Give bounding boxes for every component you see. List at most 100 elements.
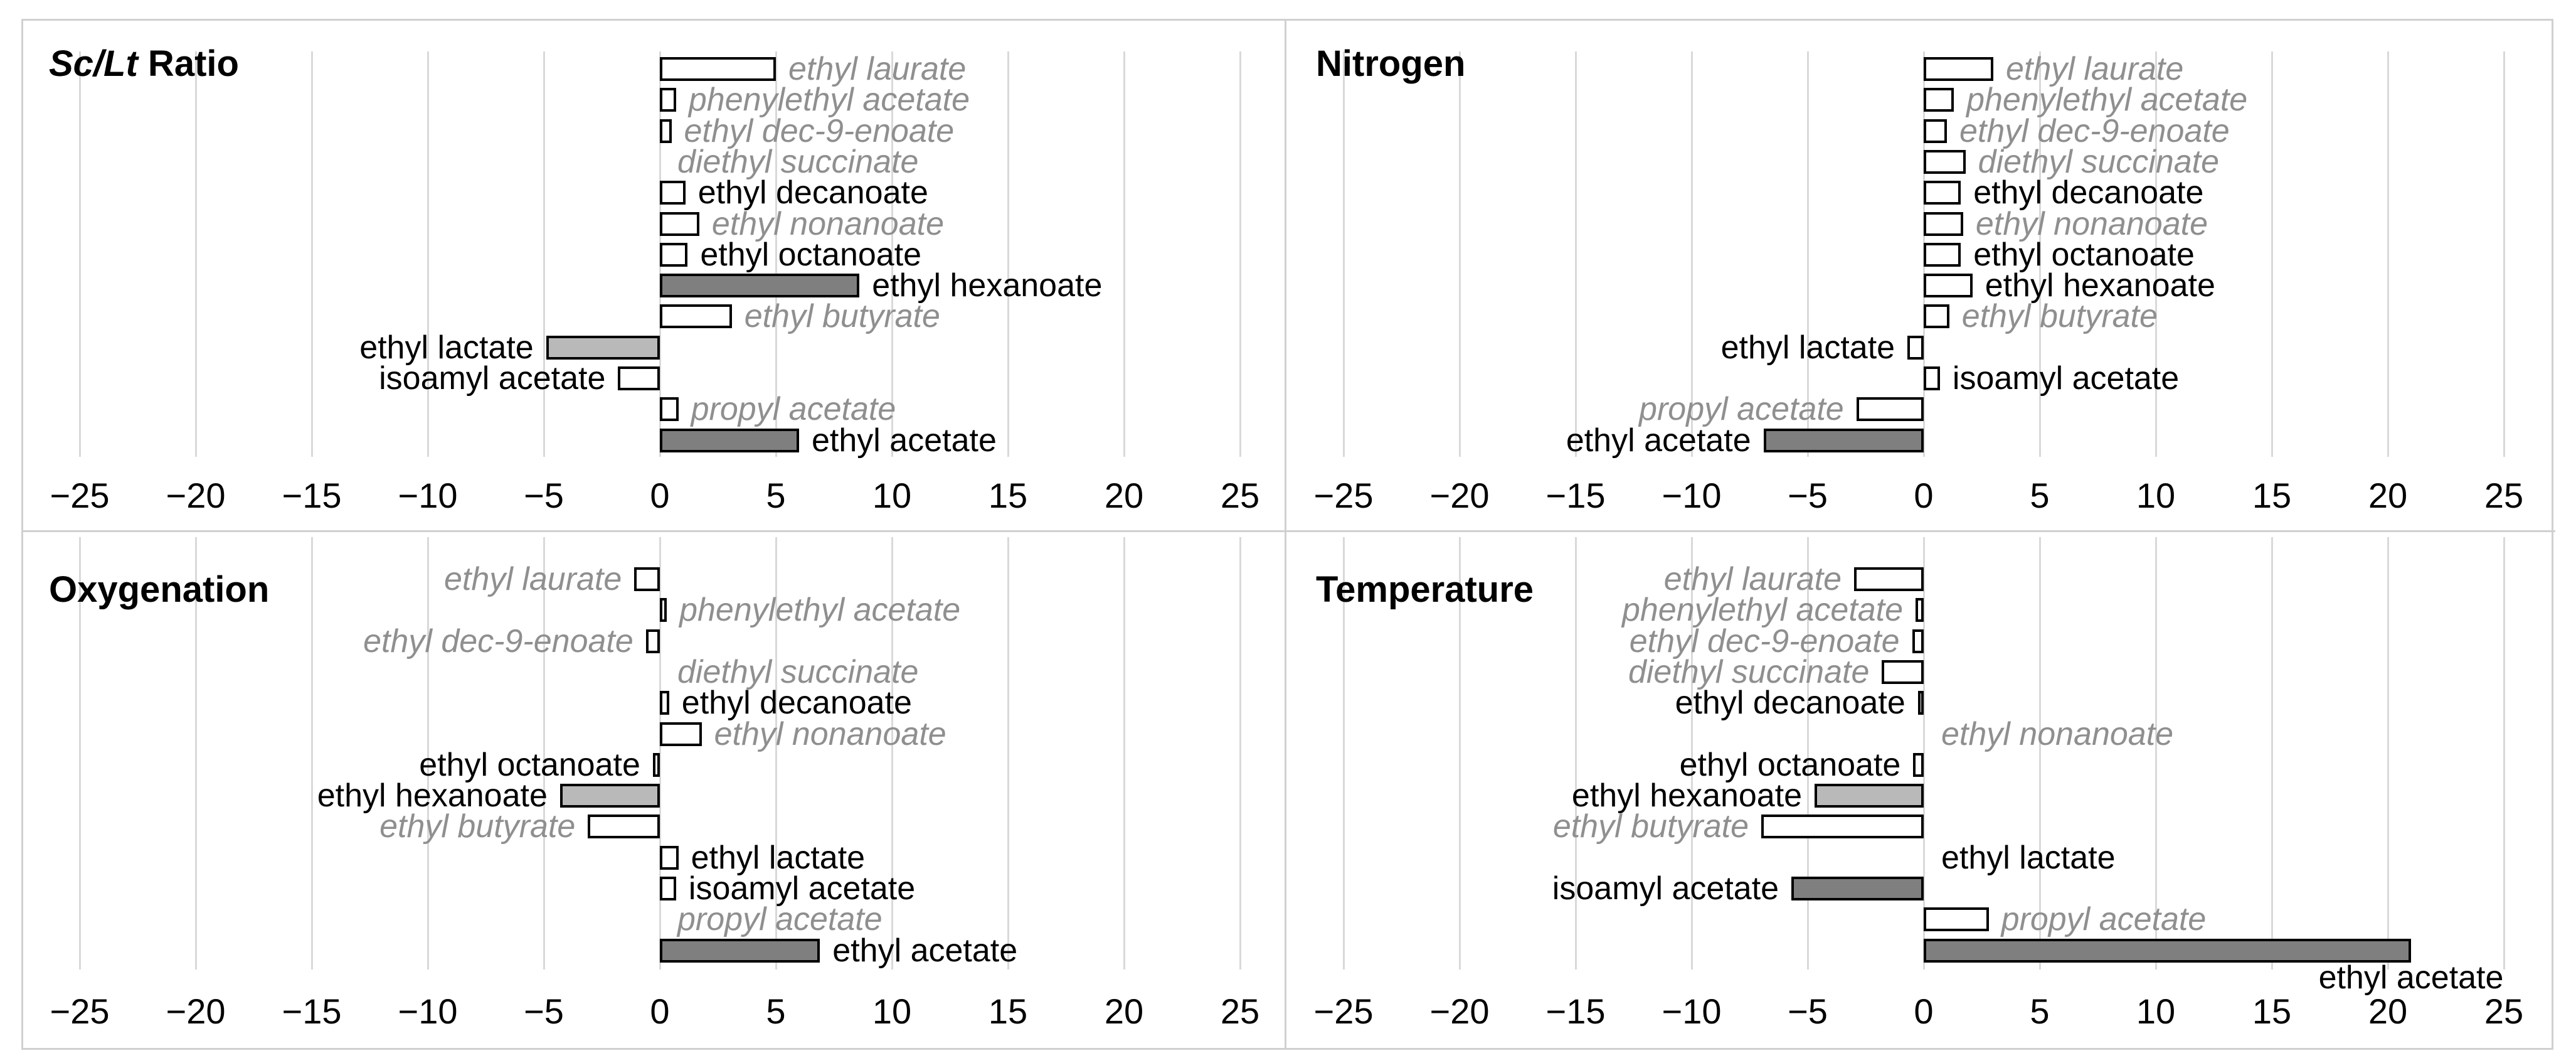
bar-label-diethyl-succinate: diethyl succinate — [1978, 143, 2220, 180]
bar-label-ethyl-nonanoate: ethyl nonanoate — [1941, 715, 2174, 752]
x-tick-label: 0 — [1914, 476, 1934, 515]
bar-label-phenylethyl-acetate: phenylethyl acetate — [688, 82, 970, 119]
x-tick-label: 5 — [2030, 476, 2050, 515]
x-tick-label: 15 — [2252, 476, 2292, 515]
gridline — [194, 51, 197, 457]
x-tick-label: 20 — [1104, 991, 1144, 1031]
bar-label-ethyl-dec-9-enoate: ethyl dec-9-enoate — [1629, 622, 1900, 660]
x-tick-label: −25 — [1313, 476, 1374, 515]
gridline — [2503, 51, 2505, 457]
gridline — [310, 51, 313, 457]
x-tick-label: −15 — [282, 476, 342, 515]
gridline — [891, 51, 893, 457]
gridline — [1123, 51, 1125, 457]
gridline — [427, 537, 429, 970]
bar-phenylethyl-acetate — [1924, 88, 1954, 112]
gridline — [543, 51, 545, 457]
x-tick-label: 5 — [2030, 991, 2050, 1031]
gridline — [1239, 51, 1241, 457]
x-tick-label: 5 — [766, 476, 786, 515]
gridline — [891, 537, 893, 970]
bar-phenylethyl-acetate — [1916, 598, 1924, 622]
bar-label-isoamyl-acetate: isoamyl acetate — [1952, 360, 2180, 397]
bar-label-ethyl-butyrate: ethyl butyrate — [744, 298, 940, 335]
bar-ethyl-acetate — [1924, 938, 2411, 963]
gridline — [1574, 537, 1577, 970]
bar-label-ethyl-nonanoate: ethyl nonanoate — [711, 205, 944, 242]
bar-label-ethyl-lactate: ethyl lactate — [359, 329, 534, 366]
bar-ethyl-hexanoate — [660, 274, 860, 298]
bar-label-ethyl-hexanoate: ethyl hexanoate — [1571, 777, 1803, 814]
x-tick-label: 25 — [1220, 476, 1260, 515]
gridline — [1690, 537, 1693, 970]
x-tick-label: −5 — [1788, 991, 1828, 1031]
bar-label-ethyl-dec-9-enoate: ethyl dec-9-enoate — [1959, 112, 2230, 149]
x-tick-label: −5 — [1788, 476, 1828, 515]
bar-ethyl-octanoate — [660, 242, 688, 267]
gridline — [1690, 51, 1693, 457]
bar-isoamyl-acetate — [660, 877, 676, 900]
bar-isoamyl-acetate — [618, 366, 660, 390]
bar-label-ethyl-laurate: ethyl laurate — [788, 50, 967, 87]
bar-label-ethyl-decanoate: ethyl decanoate — [697, 174, 928, 211]
gridline — [775, 537, 777, 970]
bar-ethyl-decanoate — [1917, 691, 1924, 715]
gridline — [1007, 537, 1009, 970]
bar-ethyl-decanoate — [660, 181, 686, 205]
bar-isoamyl-acetate — [1924, 366, 1940, 390]
bar-propyl-acetate — [660, 397, 679, 422]
bar-diethyl-succinate — [1924, 149, 1966, 174]
bar-label-isoamyl-acetate: isoamyl acetate — [1552, 870, 1779, 907]
x-tick-label: 0 — [1914, 991, 1934, 1031]
gridline — [1806, 537, 1809, 970]
bar-ethyl-hexanoate — [1924, 274, 1973, 298]
panel-title-plain-part: Oxygenation — [49, 569, 270, 610]
bar-ethyl-hexanoate — [559, 784, 660, 808]
bar-label-ethyl-octanoate: ethyl octanoate — [700, 236, 922, 273]
bar-ethyl-octanoate — [652, 752, 660, 777]
x-tick-label: 0 — [650, 991, 670, 1031]
x-tick-label: −25 — [1313, 991, 1374, 1031]
bar-ethyl-laurate — [1854, 567, 1924, 591]
bar-label-ethyl-acetate: ethyl acetate — [1566, 422, 1751, 459]
bar-label-isoamyl-acetate: isoamyl acetate — [688, 870, 916, 907]
gridline — [78, 537, 81, 970]
bar-label-propyl-acetate: propyl acetate — [677, 901, 883, 938]
bar-label-diethyl-succinate: diethyl succinate — [677, 143, 919, 180]
x-tick-label: 0 — [650, 476, 670, 515]
bar-label-ethyl-octanoate: ethyl octanoate — [1973, 236, 2195, 273]
gridline — [1342, 537, 1345, 970]
panel-title-italic-part: Sc/Lt — [49, 43, 138, 84]
gridline — [1239, 537, 1241, 970]
x-tick-label: −5 — [524, 476, 564, 515]
gridline — [2271, 537, 2273, 970]
bar-ethyl-butyrate — [588, 815, 660, 839]
bar-label-ethyl-dec-9-enoate: ethyl dec-9-enoate — [363, 622, 633, 660]
x-tick-label: 15 — [2252, 991, 2292, 1031]
bar-label-ethyl-decanoate: ethyl decanoate — [1973, 174, 2204, 211]
bar-ethyl-dec-9-enoate — [645, 629, 660, 653]
x-tick-label: 5 — [766, 991, 786, 1031]
gridline — [1806, 51, 1809, 457]
bar-label-ethyl-octanoate: ethyl octanoate — [1679, 746, 1901, 783]
x-tick-label: 10 — [2136, 476, 2176, 515]
bar-label-ethyl-lactate: ethyl lactate — [1941, 839, 2116, 876]
x-tick-label: 15 — [988, 476, 1028, 515]
bar-label-phenylethyl-acetate: phenylethyl acetate — [1966, 82, 2248, 119]
bar-label-ethyl-acetate: ethyl acetate — [832, 932, 1018, 969]
bar-ethyl-hexanoate — [1815, 784, 1924, 808]
bar-label-diethyl-succinate: diethyl succinate — [677, 653, 919, 690]
bar-isoamyl-acetate — [1791, 877, 1924, 900]
bar-propyl-acetate — [1856, 397, 1924, 422]
gridline — [1458, 51, 1461, 457]
bar-ethyl-acetate — [1763, 428, 1924, 452]
x-tick-label: −10 — [1662, 991, 1722, 1031]
gridline — [543, 537, 545, 970]
bar-ethyl-decanoate — [1924, 181, 1961, 205]
gridline — [2038, 51, 2041, 457]
bar-label-ethyl-dec-9-enoate: ethyl dec-9-enoate — [684, 112, 955, 149]
bar-ethyl-nonanoate — [660, 211, 699, 236]
bar-label-ethyl-hexanoate: ethyl hexanoate — [1985, 267, 2215, 304]
figure-frame — [21, 19, 2553, 1050]
bar-label-ethyl-decanoate: ethyl decanoate — [1675, 685, 1905, 722]
